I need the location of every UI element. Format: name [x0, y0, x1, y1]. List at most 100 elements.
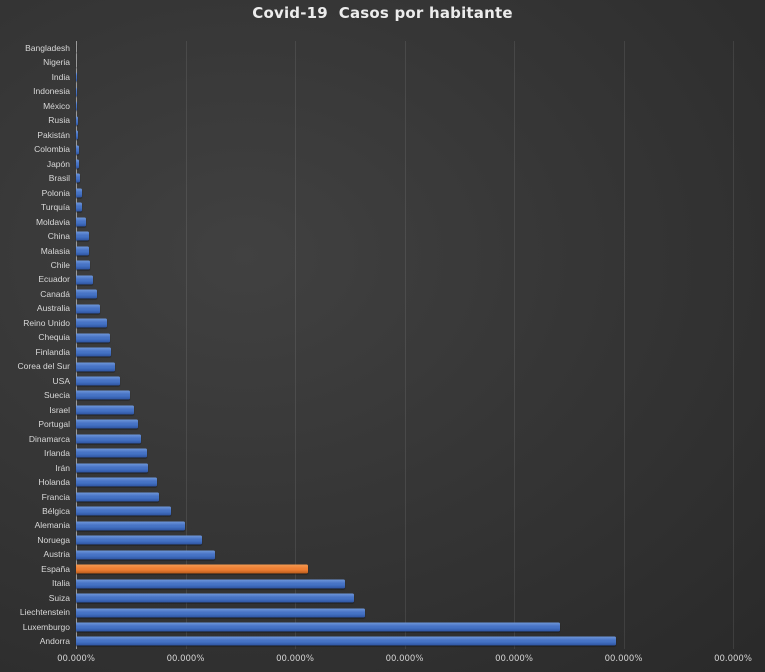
- category-label: Bélgica: [42, 505, 70, 516]
- category-label: Chequia: [38, 332, 70, 343]
- bar: [76, 622, 561, 632]
- bar-row: Andorra: [0, 634, 765, 648]
- bar: [76, 506, 171, 516]
- bar-row: Austria: [0, 547, 765, 561]
- bar: [76, 231, 89, 241]
- bar-track: [76, 345, 733, 359]
- category-label: España: [41, 563, 70, 574]
- category-label: Dinamarca: [28, 433, 70, 444]
- bar-row: Colombia: [0, 142, 765, 156]
- bar-row: Bangladesh: [0, 41, 765, 55]
- bar-row: Alemania: [0, 518, 765, 532]
- bar-track: [76, 374, 733, 388]
- bar: [76, 593, 354, 603]
- bar-track: [76, 55, 733, 69]
- bar: [76, 202, 83, 212]
- x-tick-label: 00.000%: [714, 654, 752, 664]
- bar: [76, 608, 366, 618]
- bar-track: [76, 273, 733, 287]
- bar: [76, 188, 82, 198]
- category-label: Brasil: [48, 173, 70, 184]
- bar: [76, 101, 78, 111]
- bar-track: [76, 504, 733, 518]
- bar: [76, 463, 148, 473]
- category-label: Liechtenstein: [19, 607, 70, 618]
- bar: [76, 87, 77, 97]
- bar: [76, 318, 108, 328]
- category-label: Italia: [52, 578, 70, 589]
- bar-row: Suecia: [0, 388, 765, 402]
- bar-track: [76, 591, 733, 605]
- bar: [76, 636, 617, 646]
- bar-track: [76, 142, 733, 156]
- bar: [76, 521, 186, 531]
- plot-area: Bangladesh Nigeria India Indonesia México Rus…: [0, 41, 765, 649]
- bar-track: [76, 157, 733, 171]
- bar-row: Polonia: [0, 186, 765, 200]
- category-label: Luxemburgo: [22, 621, 70, 632]
- bar-row: Chequia: [0, 330, 765, 344]
- bar-track: [76, 41, 733, 55]
- bar-track: [76, 533, 733, 547]
- bar-row: India: [0, 70, 765, 84]
- category-label: Chile: [50, 260, 70, 271]
- bar-track: [76, 620, 733, 634]
- category-label: USA: [52, 375, 70, 386]
- bar: [76, 72, 77, 82]
- bar-row: Finlandia: [0, 345, 765, 359]
- bar-track: [76, 244, 733, 258]
- bar-track: [76, 171, 733, 185]
- bar-track: [76, 417, 733, 431]
- bar-track: [76, 562, 733, 576]
- bar-row: Portugal: [0, 417, 765, 431]
- bar-track: [76, 432, 733, 446]
- category-label: Corea del Sur: [17, 361, 70, 372]
- bar-track: [76, 547, 733, 561]
- category-label: Malasia: [40, 245, 70, 256]
- bar-row: Moldavia: [0, 215, 765, 229]
- category-label: Suiza: [48, 592, 70, 603]
- bar-track: [76, 461, 733, 475]
- bar: [76, 419, 138, 429]
- category-label: Moldavia: [35, 216, 70, 227]
- category-label: Turquía: [41, 202, 70, 213]
- category-label: Andorra: [39, 636, 70, 647]
- gridline: [514, 41, 515, 649]
- bar-row: Corea del Sur: [0, 359, 765, 373]
- bar-highlighted: [76, 564, 308, 574]
- bar-row: Turquía: [0, 200, 765, 214]
- category-label: Colombia: [34, 144, 70, 155]
- bar-row: Canadá: [0, 287, 765, 301]
- category-label: China: [47, 231, 70, 242]
- category-label: Francia: [41, 491, 70, 502]
- bar-track: [76, 287, 733, 301]
- bar: [76, 333, 110, 343]
- bar-track: [76, 84, 733, 98]
- category-label: Irán: [55, 462, 70, 473]
- bar-row: Reino Unido: [0, 316, 765, 330]
- bar: [76, 579, 346, 589]
- bar-track: [76, 113, 733, 127]
- bar-track: [76, 70, 733, 84]
- category-label: Israel: [49, 404, 70, 415]
- bar-track: [76, 475, 733, 489]
- category-label: India: [51, 71, 70, 82]
- bar-track: [76, 359, 733, 373]
- category-label: Rusia: [48, 115, 70, 126]
- category-label: Canadá: [40, 288, 70, 299]
- y-axis-line: [76, 41, 77, 649]
- bar: [76, 492, 159, 502]
- bar-row: Pakistán: [0, 128, 765, 142]
- bar-track: [76, 576, 733, 590]
- bar: [76, 477, 158, 487]
- bar-row: Francia: [0, 490, 765, 504]
- x-axis: 00.000% 00.000% 00.000% 00.000% 00.000% 00.00…: [57, 652, 752, 668]
- bar-track: [76, 518, 733, 532]
- category-label: Finlandia: [35, 346, 71, 357]
- bar-row: Luxemburgo: [0, 620, 765, 634]
- category-label: Japón: [46, 158, 70, 169]
- bar: [76, 390, 130, 400]
- category-label: Portugal: [38, 419, 70, 430]
- bar-track: [76, 301, 733, 315]
